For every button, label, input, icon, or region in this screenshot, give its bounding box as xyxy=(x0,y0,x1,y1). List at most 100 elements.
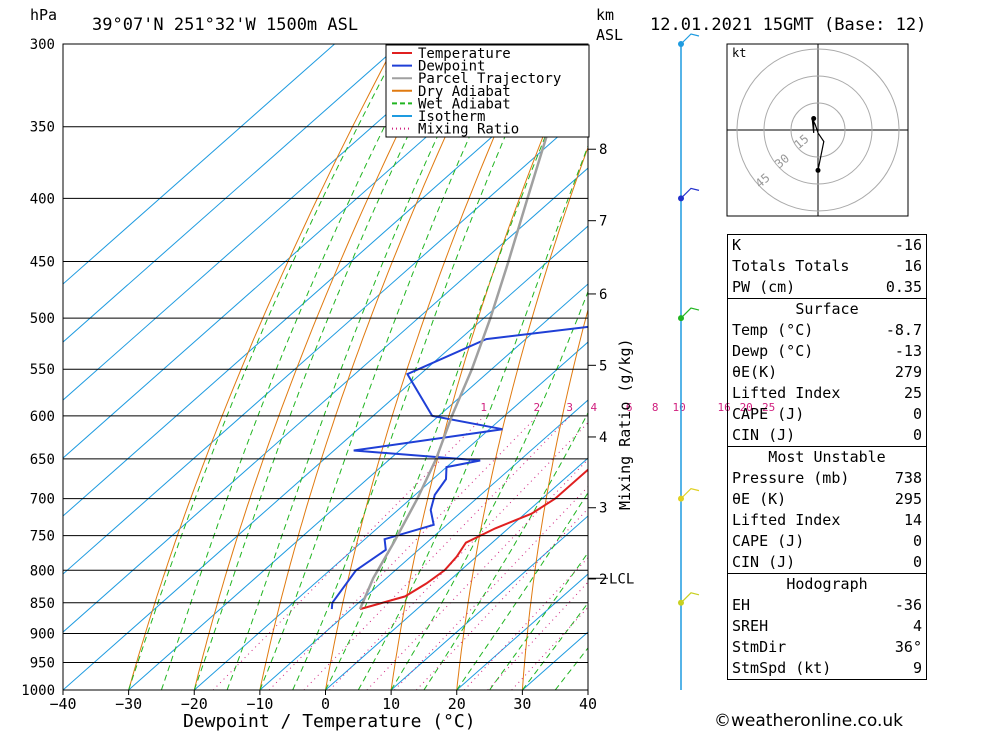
wind-barb xyxy=(680,33,700,45)
isotherm-line xyxy=(456,573,588,690)
isotherm-line xyxy=(63,44,335,285)
stats-label: StmDir xyxy=(732,638,787,656)
stats-label: Temp (°C) xyxy=(732,321,814,339)
isotherm-line xyxy=(63,225,588,690)
stats-value: 36° xyxy=(894,638,922,656)
stats-value: 14 xyxy=(903,511,922,529)
km-tick-label: 6 xyxy=(599,287,607,303)
x-axis-label: Dewpoint / Temperature (°C) xyxy=(183,711,476,732)
series-parcel-trajectory xyxy=(358,44,579,610)
stats-label: CIN (J) xyxy=(732,553,796,571)
mixing-ratio-label: 1 xyxy=(480,401,487,414)
hodograph-point xyxy=(811,115,817,121)
stats-row: Dewp (°C) -13 xyxy=(728,341,926,362)
wet-adiabat-line xyxy=(489,551,588,690)
legend-label: Isotherm xyxy=(418,109,485,125)
stats-label: CAPE (J) xyxy=(732,405,805,423)
stats-value: 738 xyxy=(894,469,922,487)
legend-label: Dewpoint xyxy=(418,59,485,75)
isotherm-line xyxy=(390,515,588,690)
x-tick-label: −10 xyxy=(246,695,273,713)
pressure-tick-label: 500 xyxy=(30,311,55,327)
stats-value: -16 xyxy=(894,236,922,254)
hodograph-ring xyxy=(763,75,873,185)
wind-profile xyxy=(678,33,700,690)
km-tick-label: 7 xyxy=(599,214,607,230)
lcl-label: LCL xyxy=(609,571,634,587)
hodograph-unit: kt xyxy=(732,46,746,60)
isotherm-line xyxy=(63,44,467,401)
stats-label: θE(K) xyxy=(732,363,778,381)
stats-value: -8.7 xyxy=(885,321,922,339)
stats-row: θE (K) 295 xyxy=(728,489,926,510)
stats-label: StmSpd (kt) xyxy=(732,659,832,677)
stats-label: PW (cm) xyxy=(732,278,796,296)
surface-title: Surface xyxy=(795,300,859,318)
mixing-ratio-label: 10 xyxy=(672,401,685,414)
stats-row: CAPE (J) 0 xyxy=(728,531,926,552)
isotherm-line xyxy=(63,44,532,459)
stats-value: 25 xyxy=(903,384,922,402)
indices-block: K -16 Totals Totals 16 PW (cm) 0.35 xyxy=(727,234,927,299)
isotherm-line xyxy=(63,167,588,633)
stats-value: 0 xyxy=(912,426,922,444)
profile-lines xyxy=(330,44,588,611)
pressure-tick-label: 550 xyxy=(30,362,55,378)
km-label: km xyxy=(596,6,614,24)
stats-row: Temp (°C) -8.7 xyxy=(728,320,926,341)
stats-row: StmSpd (kt) 9 xyxy=(728,658,926,679)
pressure-tick-label: 750 xyxy=(30,529,55,545)
stats-row: CIN (J) 0 xyxy=(728,425,926,446)
legend-label: Dry Adiabat xyxy=(418,84,511,100)
stats-row: Pressure (mb) 738 xyxy=(728,468,926,489)
pressure-tick-label: 850 xyxy=(30,596,55,612)
pressure-tick-label: 950 xyxy=(30,655,55,671)
series-temperature xyxy=(359,468,588,611)
mixing-ratio-line xyxy=(463,557,588,690)
wind-barb xyxy=(680,307,700,319)
stats-row: PW (cm) 0.35 xyxy=(728,277,926,298)
isotherm-line xyxy=(128,283,588,690)
stats-value: 4 xyxy=(912,617,922,635)
pressure-tick-label: 1000 xyxy=(21,683,55,699)
isotherm-line xyxy=(259,399,588,690)
wet-adiabat-line xyxy=(456,491,588,690)
stats-label: SREH xyxy=(732,617,769,635)
stats-row: CIN (J) 0 xyxy=(728,552,926,573)
location-title: 39°07'N 251°32'W 1500m ASL xyxy=(92,15,358,35)
wet-adiabat-line xyxy=(357,144,588,690)
x-tick-label: 0 xyxy=(321,695,330,713)
mixing-ratio-line xyxy=(511,606,588,690)
pressure-tick-label: 350 xyxy=(30,120,55,136)
asl-label: ASL xyxy=(596,26,623,44)
km-tick-label: 5 xyxy=(599,358,607,374)
dry-adiabat-line xyxy=(259,44,489,690)
plot-frame xyxy=(62,43,589,691)
pressure-tick-label: 650 xyxy=(30,452,55,468)
hodograph-trace xyxy=(811,118,825,171)
pressure-tick-label: 400 xyxy=(30,191,55,207)
legend-label: Wet Adiabat xyxy=(418,96,511,112)
pressure-tick-label: 800 xyxy=(30,563,55,579)
wet-adiabat-line xyxy=(193,44,454,690)
isotherm-line xyxy=(63,51,588,517)
legend-label: Temperature xyxy=(418,46,511,62)
stats-value: -13 xyxy=(894,342,922,360)
stats-label: K xyxy=(732,236,742,254)
wind-barb xyxy=(680,487,700,500)
most-unstable-title: Most Unstable xyxy=(768,448,886,466)
stats-value: 295 xyxy=(894,490,922,508)
stats-label: Lifted Index xyxy=(732,511,841,529)
copyright[interactable]: ©weatheronline.co.uk xyxy=(714,711,904,731)
stats-value: 0.35 xyxy=(885,278,922,296)
hpa-label: hPa xyxy=(30,6,57,24)
mixing-ratio-label: 4 xyxy=(591,401,598,414)
stats-value: 279 xyxy=(894,363,922,381)
mixing-ratio-line xyxy=(487,581,588,690)
isotherm-line xyxy=(63,44,401,343)
mixing-ratio-label: 25 xyxy=(762,401,775,414)
dry-adiabat-line xyxy=(959,44,1000,690)
stats-label: Pressure (mb) xyxy=(732,469,850,487)
